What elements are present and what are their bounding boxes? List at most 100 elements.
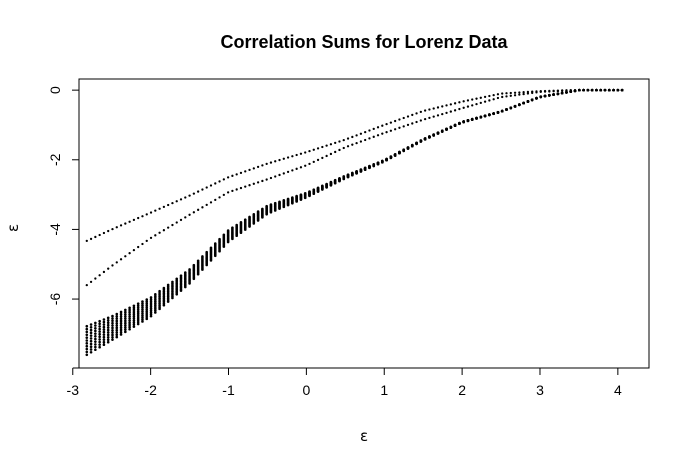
band-point — [106, 328, 110, 332]
band-point — [115, 326, 119, 330]
series-2-point — [479, 101, 482, 105]
series-1-point — [381, 124, 384, 127]
band-point — [124, 317, 127, 320]
series-1-point — [149, 211, 153, 214]
band-point — [119, 312, 123, 316]
series-2-point — [398, 126, 401, 129]
band-point — [522, 101, 525, 105]
band-point — [273, 209, 277, 212]
band-point — [149, 296, 153, 299]
series-2-point — [376, 134, 380, 137]
band-point — [192, 277, 196, 281]
series-2-point — [526, 92, 530, 95]
band-point — [89, 339, 93, 343]
band-point — [98, 345, 101, 349]
band-point — [106, 338, 110, 342]
band-point — [124, 315, 127, 318]
band-point — [612, 88, 615, 92]
band-point — [325, 186, 328, 189]
band-point — [299, 198, 303, 201]
series-2-point — [291, 169, 294, 172]
band-point — [115, 315, 119, 318]
series-2-point — [419, 119, 422, 122]
band-point — [278, 207, 281, 210]
band-point — [119, 333, 123, 336]
series-1-point — [351, 135, 354, 139]
series-2-point — [269, 176, 273, 180]
series-1-point — [102, 231, 106, 235]
band-point — [154, 305, 157, 309]
band-point — [231, 237, 234, 241]
band-point — [119, 328, 123, 332]
series-1-point — [299, 152, 303, 155]
band-point — [106, 333, 110, 337]
band-point — [115, 319, 119, 323]
series-2-point — [218, 196, 221, 199]
series-2-point — [239, 186, 243, 190]
series-1-point — [248, 168, 251, 172]
band-point — [124, 310, 127, 314]
band-point — [149, 312, 153, 316]
series-1-point — [475, 97, 478, 100]
series-2-point — [175, 221, 178, 224]
band-point — [359, 170, 363, 173]
y-tick-label: -4 — [47, 223, 63, 236]
series-1-point — [286, 156, 290, 159]
band-point — [372, 164, 376, 168]
band-point — [136, 312, 140, 316]
band-point — [115, 333, 119, 337]
band-point — [145, 305, 149, 309]
band-point — [136, 316, 140, 320]
band-point — [89, 345, 93, 349]
band-point — [479, 116, 483, 119]
series-1-point — [184, 196, 187, 199]
band-point — [145, 309, 149, 313]
band-point — [149, 314, 153, 318]
band-point — [102, 325, 106, 329]
x-tick-label: -3 — [67, 382, 80, 398]
band-point — [560, 91, 564, 95]
band-point — [145, 300, 149, 303]
series-1-point — [188, 194, 191, 197]
series-1-point — [376, 126, 380, 129]
band-point — [111, 331, 114, 334]
band-point — [346, 175, 350, 179]
band-point — [136, 302, 140, 305]
band-point — [94, 337, 97, 341]
band-point — [145, 311, 149, 315]
series-2-point — [171, 223, 174, 227]
series-2-point — [372, 135, 375, 138]
series-1-point — [488, 94, 491, 98]
series-1-point — [509, 91, 512, 95]
series-1-point — [231, 174, 234, 177]
series-2-point — [192, 211, 196, 214]
series-2-point — [274, 175, 277, 178]
band-point — [248, 225, 251, 228]
band-point — [453, 124, 457, 128]
band-point — [509, 106, 513, 110]
series-2-point — [316, 158, 320, 162]
series-1-point — [501, 92, 504, 95]
series-2-point — [222, 193, 225, 197]
series-1-point — [119, 224, 123, 227]
band-point — [590, 88, 594, 92]
band-point — [175, 293, 179, 296]
series-2-point — [137, 245, 140, 249]
series-2-point — [543, 90, 547, 93]
band-point — [338, 179, 341, 183]
band-point — [124, 321, 127, 325]
band-point — [239, 231, 243, 234]
x-tick-label: -2 — [144, 382, 157, 398]
band-point — [128, 327, 131, 331]
y-axis: 0 -2 -4 -6 — [47, 86, 80, 305]
band-point — [179, 289, 183, 292]
band-point — [98, 343, 101, 346]
band-point — [102, 328, 106, 331]
band-point — [145, 298, 149, 301]
band-point — [85, 333, 89, 337]
band-point — [132, 314, 136, 318]
band-point — [119, 315, 123, 318]
band-point — [132, 312, 136, 316]
band-point — [252, 222, 256, 225]
